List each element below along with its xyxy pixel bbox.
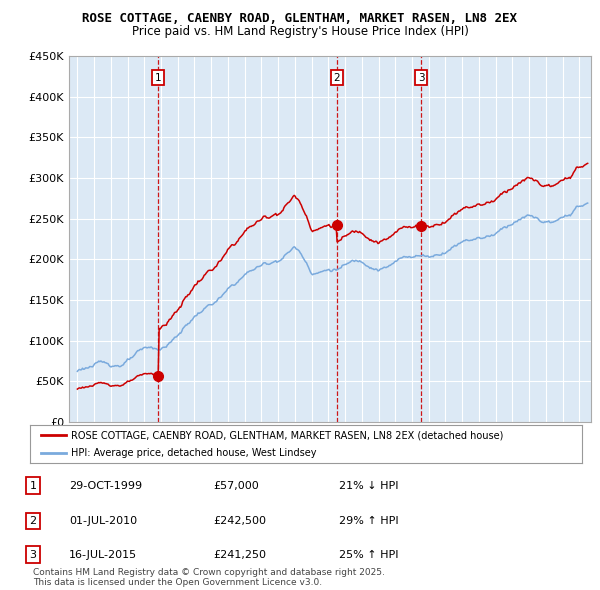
Text: 3: 3 (29, 550, 37, 559)
Text: 2: 2 (29, 516, 37, 526)
Text: 16-JUL-2015: 16-JUL-2015 (69, 550, 137, 559)
Text: £241,250: £241,250 (213, 550, 266, 559)
Text: 25% ↑ HPI: 25% ↑ HPI (339, 550, 398, 559)
Text: 01-JUL-2010: 01-JUL-2010 (69, 516, 137, 526)
Text: 29-OCT-1999: 29-OCT-1999 (69, 481, 142, 490)
Text: 1: 1 (29, 481, 37, 490)
Text: Contains HM Land Registry data © Crown copyright and database right 2025.
This d: Contains HM Land Registry data © Crown c… (33, 568, 385, 587)
Text: Price paid vs. HM Land Registry's House Price Index (HPI): Price paid vs. HM Land Registry's House … (131, 25, 469, 38)
Text: £57,000: £57,000 (213, 481, 259, 490)
Text: ROSE COTTAGE, CAENBY ROAD, GLENTHAM, MARKET RASEN, LN8 2EX (detached house): ROSE COTTAGE, CAENBY ROAD, GLENTHAM, MAR… (71, 430, 504, 440)
Text: ROSE COTTAGE, CAENBY ROAD, GLENTHAM, MARKET RASEN, LN8 2EX: ROSE COTTAGE, CAENBY ROAD, GLENTHAM, MAR… (83, 12, 517, 25)
Text: 29% ↑ HPI: 29% ↑ HPI (339, 516, 398, 526)
Text: 2: 2 (334, 73, 340, 83)
Text: HPI: Average price, detached house, West Lindsey: HPI: Average price, detached house, West… (71, 448, 317, 458)
Text: 1: 1 (155, 73, 161, 83)
Text: £242,500: £242,500 (213, 516, 266, 526)
Text: 21% ↓ HPI: 21% ↓ HPI (339, 481, 398, 490)
Text: 3: 3 (418, 73, 424, 83)
